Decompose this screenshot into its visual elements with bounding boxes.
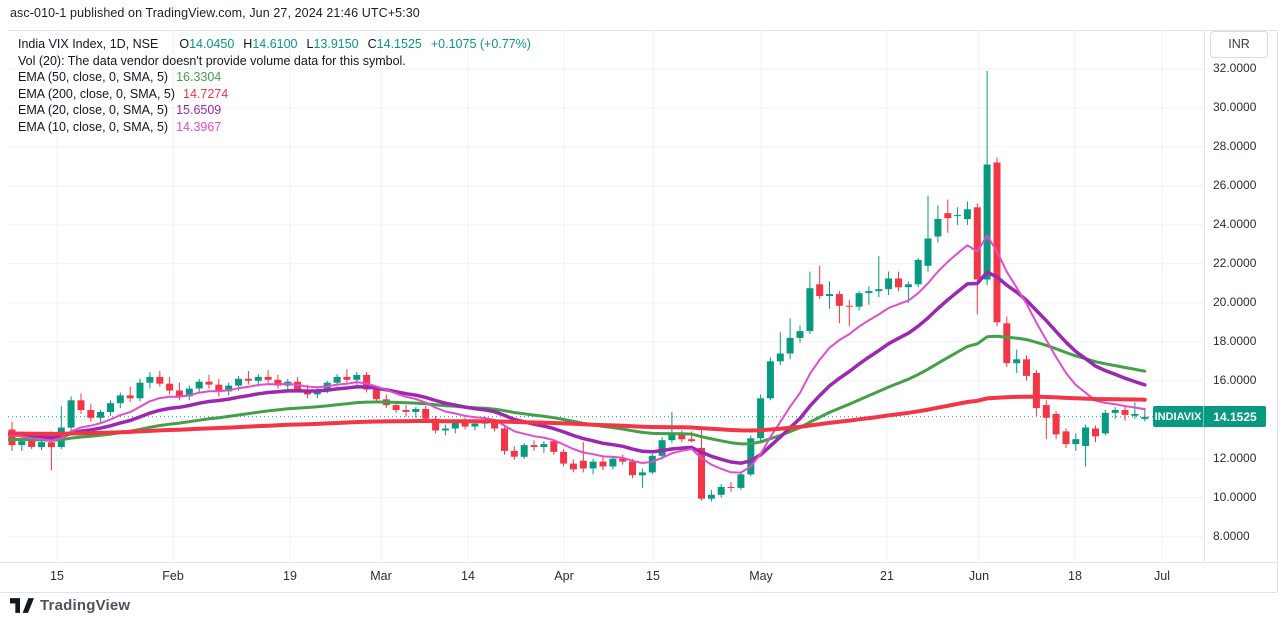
time-axis-label: May xyxy=(749,569,773,583)
open-value: 14.0450 xyxy=(189,37,235,51)
legend-ema-row[interactable]: EMA (10, close, 0, SMA, 5) 14.3967 xyxy=(18,119,531,136)
price-axis[interactable]: 8.000010.000012.000014.000016.000018.000… xyxy=(1204,30,1277,562)
time-axis-label: Jun xyxy=(968,569,990,583)
price-axis-separator xyxy=(1204,30,1205,562)
ema-10-line xyxy=(8,234,1146,474)
chart-top-border xyxy=(8,30,1277,31)
change-value: +0.1075 (+0.77%) xyxy=(430,37,531,51)
time-axis-label: 14 xyxy=(461,569,475,583)
time-axis-label: Jul xyxy=(1154,569,1170,583)
legend-volume-row[interactable]: Vol (20): The data vendor doesn't provid… xyxy=(18,53,531,70)
price-axis-label: 24.0000 xyxy=(1213,217,1257,231)
tradingview-brand-text: TradingView xyxy=(40,597,131,614)
chart-canvas[interactable] xyxy=(8,30,1204,562)
price-axis-label: 16.0000 xyxy=(1213,373,1257,387)
chart-legend: India VIX Index, 1D, NSE O14.0450 H14.6100… xyxy=(18,36,531,135)
time-axis-label: Mar xyxy=(370,569,392,583)
ema-label: EMA (10, close, 0, SMA, 5) xyxy=(18,119,169,134)
ema-value: 15.6509 xyxy=(176,103,222,117)
time-axis-label: 18 xyxy=(1068,569,1082,583)
legend-ema-rows: EMA (50, close, 0, SMA, 5) 16.3304 EMA (20… xyxy=(18,69,531,135)
legend-symbol-row[interactable]: India VIX Index, 1D, NSE O14.0450 H14.6100… xyxy=(18,36,531,53)
badge-symbol: INDIAVIX xyxy=(1154,410,1202,423)
ema-200-line xyxy=(8,394,1147,436)
time-axis-label: 15 xyxy=(50,569,64,583)
ema-20-line xyxy=(8,270,1147,465)
chart-right-border xyxy=(1277,30,1278,592)
price-axis-label: 30.0000 xyxy=(1213,100,1257,114)
high-label: H xyxy=(243,37,253,51)
high-value: 14.6100 xyxy=(252,37,298,51)
currency-button[interactable]: INR xyxy=(1210,31,1268,58)
grid-layer xyxy=(8,30,1204,562)
time-axis-label: 21 xyxy=(880,569,894,583)
volume-message: Vol (20): The data vendor doesn't provid… xyxy=(18,53,406,68)
close-label: C xyxy=(367,37,377,51)
time-axis-label: 19 xyxy=(283,569,297,583)
legend-ema-row[interactable]: EMA (50, close, 0, SMA, 5) 16.3304 xyxy=(18,69,531,86)
time-axis-top-border xyxy=(0,562,1277,563)
candles-layer xyxy=(8,70,1149,502)
time-axis-bottom-border xyxy=(0,592,1277,593)
price-axis-label: 22.0000 xyxy=(1213,256,1257,270)
ema-value: 16.3304 xyxy=(176,70,222,84)
low-value: 13.9150 xyxy=(313,37,359,51)
ema-label: EMA (50, close, 0, SMA, 5) xyxy=(18,70,169,84)
price-axis-label: 20.0000 xyxy=(1213,295,1257,309)
close-value: 14.1525 xyxy=(376,37,422,51)
price-axis-label: 18.0000 xyxy=(1213,334,1257,348)
open-label: O xyxy=(179,37,190,51)
price-axis-label: 10.0000 xyxy=(1213,490,1257,504)
symbol-title[interactable]: India VIX Index, 1D, NSE xyxy=(18,37,159,51)
time-axis-label: Apr xyxy=(554,569,574,583)
ema-50-line xyxy=(8,334,1147,446)
badge-price: 14.1525 xyxy=(1203,406,1266,427)
price-axis-label: 8.0000 xyxy=(1213,529,1250,543)
time-axis[interactable]: 15 Feb 19 Mar 14 Apr 15 May 21 Jun 18 Jul xyxy=(0,562,1277,592)
tradingview-footer-link[interactable]: TradingView xyxy=(10,597,130,614)
tradingview-logo-icon xyxy=(10,598,34,613)
price-axis-label: 28.0000 xyxy=(1213,139,1257,153)
last-price-badge: INDIAVIX 14.1525 xyxy=(1153,406,1266,427)
time-axis-label: 15 xyxy=(646,569,660,583)
price-axis-label: 12.0000 xyxy=(1213,451,1257,465)
published-header: asc-010-1 published on TradingView.com, … xyxy=(10,6,420,20)
ema-value: 14.7274 xyxy=(183,86,229,101)
ema-label: EMA (20, close, 0, SMA, 5) xyxy=(18,103,169,117)
price-axis-label: 26.0000 xyxy=(1213,178,1257,192)
time-axis-label: Feb xyxy=(162,569,184,583)
low-label: L xyxy=(306,37,314,51)
legend-ema-row[interactable]: EMA (200, close, 0, SMA, 5) 14.7274 xyxy=(18,86,531,103)
ema-label: EMA (200, close, 0, SMA, 5) xyxy=(18,86,176,101)
ema-value: 14.3967 xyxy=(176,119,222,134)
legend-ema-row[interactable]: EMA (20, close, 0, SMA, 5) 15.6509 xyxy=(18,102,531,119)
price-axis-label: 32.0000 xyxy=(1213,61,1257,75)
